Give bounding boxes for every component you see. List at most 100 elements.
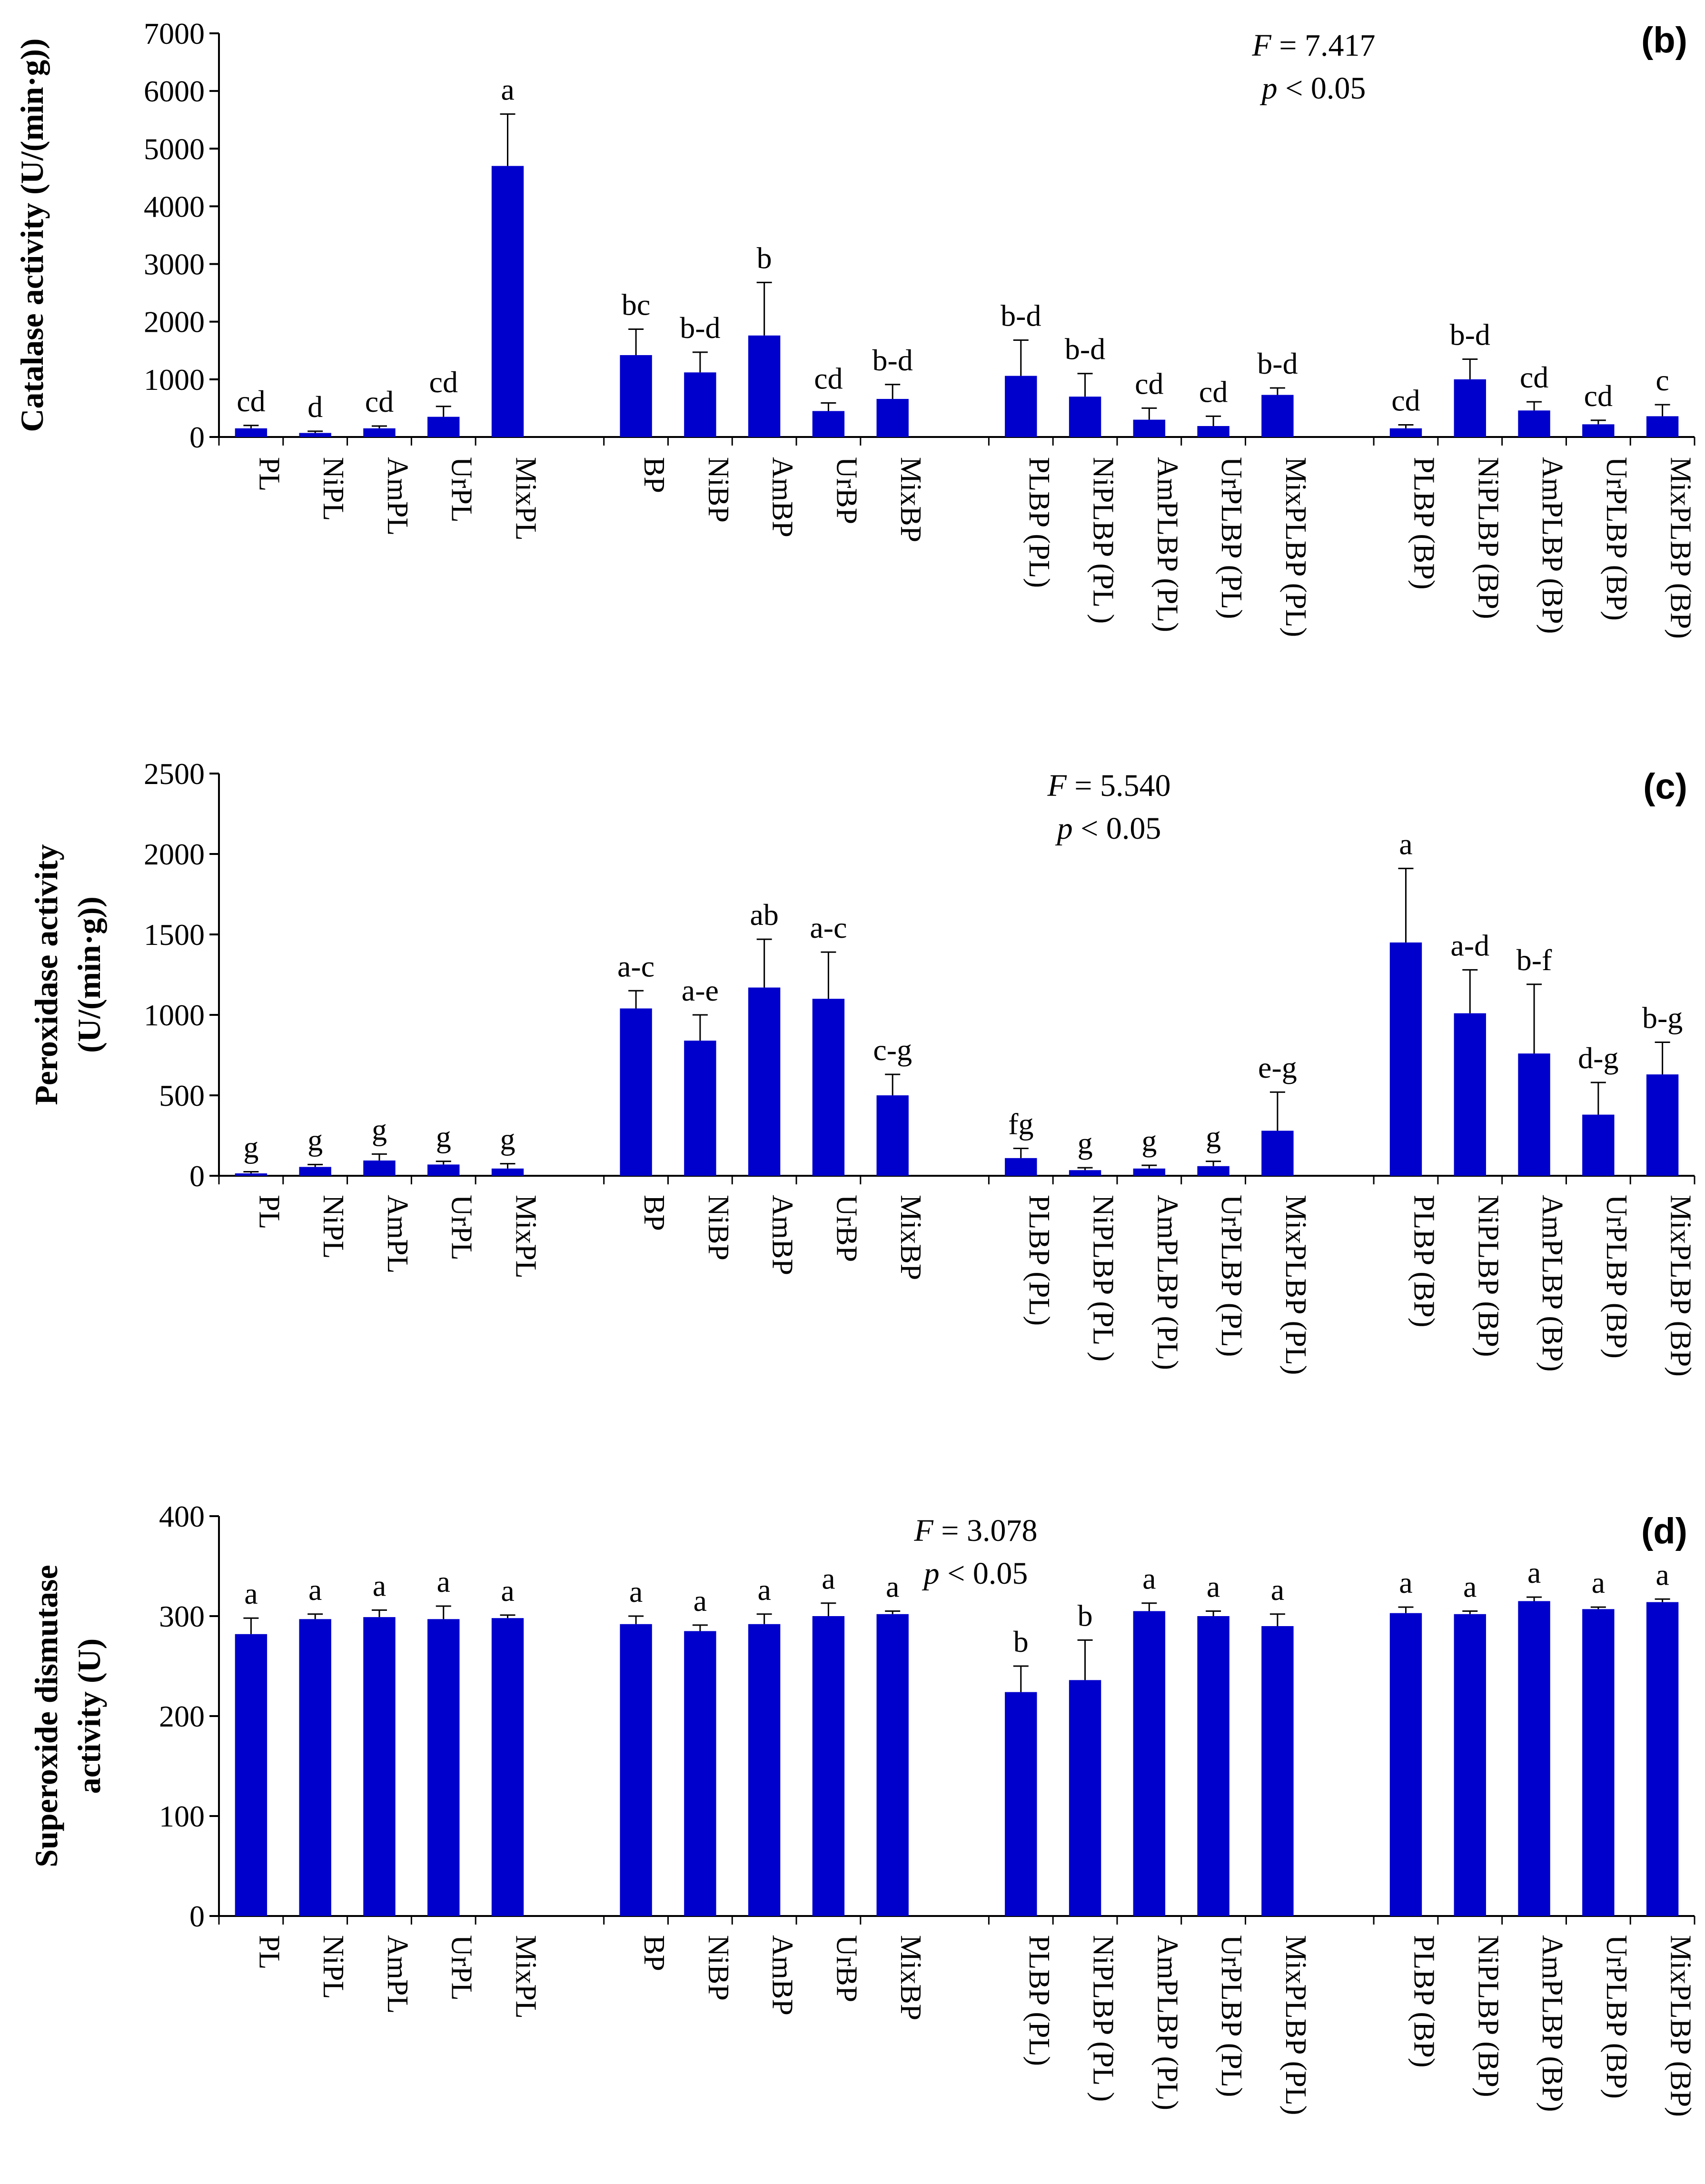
significance-letter: cd: [814, 362, 843, 396]
category-label: UrPLBP (PL): [1215, 1195, 1248, 1357]
category-label: AmPLBP (PL): [1151, 1195, 1183, 1370]
significance-letter: g: [307, 1123, 323, 1157]
y-axis-label: Peroxidase activity: [28, 844, 64, 1105]
category-label: UrPL: [446, 1195, 478, 1261]
significance-letter: a: [1399, 827, 1412, 861]
bar: [620, 355, 652, 437]
stats-value: = 7.417: [1271, 28, 1376, 63]
panel-label: (c): [1643, 766, 1687, 807]
significance-letter: g: [1141, 1124, 1157, 1158]
significance-letter: c: [1655, 363, 1669, 397]
category-label: MixPLBP (BP): [1665, 457, 1697, 639]
bar: [1133, 1168, 1166, 1176]
category-label: MixPLBP (PL): [1279, 457, 1312, 637]
bar: [1005, 376, 1037, 437]
stats-symbol: p: [1260, 71, 1278, 106]
category-label: AmBP: [766, 457, 799, 537]
significance-letter: a: [1527, 1556, 1541, 1589]
y-axis-label: Catalase activity (U/(min·g)): [14, 38, 50, 432]
bar: [427, 1164, 460, 1176]
y-tick-label: 1000: [144, 363, 205, 397]
significance-letter: a: [822, 1562, 835, 1596]
bar: [427, 1619, 460, 1916]
stats-annotation: F = 3.078: [913, 1513, 1037, 1548]
panel-label: (b): [1641, 20, 1687, 60]
bar: [876, 1614, 909, 1916]
significance-letter: ab: [750, 898, 778, 932]
significance-letter: a: [694, 1584, 707, 1618]
stats-value: = 5.540: [1067, 768, 1171, 803]
significance-letter: b-d: [1450, 318, 1490, 351]
bar: [299, 1619, 331, 1916]
significance-letter: b: [1013, 1625, 1029, 1658]
bar: [299, 433, 331, 437]
bar: [876, 1095, 909, 1176]
category-label: AmPL: [381, 1195, 414, 1273]
bar: [1389, 942, 1422, 1176]
y-tick-label: 300: [159, 1599, 205, 1633]
category-label: UrPL: [446, 457, 478, 523]
bar: [1518, 1053, 1550, 1176]
bar: [876, 399, 909, 437]
significance-letter: b: [757, 241, 772, 275]
category-label: AmPL: [381, 1935, 414, 2014]
category-label: BP: [638, 1195, 670, 1231]
bar: [1582, 1609, 1615, 1916]
category-label: NiPLBP (PL ): [1087, 1195, 1120, 1361]
chart-panel-b: 0 1000 2000 3000 4000 5000 6000 7000 Catalase ac…: [14, 17, 1697, 639]
category-label: NiPLBP (BP): [1472, 457, 1504, 619]
bar: [1454, 379, 1486, 437]
category-label: AmPLBP (BP): [1536, 457, 1568, 634]
stats-value: < 0.05: [1278, 71, 1366, 106]
significance-letter: a-c: [810, 911, 847, 944]
bar: [491, 1168, 524, 1176]
stats-annotation: F = 5.540: [1047, 768, 1170, 803]
category-label: NiPLBP (PL ): [1087, 457, 1120, 624]
y-tick-label: 2500: [144, 757, 205, 791]
bar: [812, 1616, 845, 1916]
significance-letter: a: [244, 1577, 258, 1610]
y-tick-label: 0: [189, 1159, 205, 1193]
bar: [1197, 1616, 1229, 1916]
stats-annotation: p < 0.05: [1260, 71, 1366, 106]
y-tick-label: 200: [159, 1699, 205, 1733]
bar: [1069, 397, 1101, 437]
bar: [235, 428, 268, 437]
bar: [1261, 1131, 1294, 1176]
significance-letter: a: [1592, 1566, 1605, 1599]
category-label: MixPL: [510, 457, 542, 541]
significance-letter: b-d: [1065, 332, 1105, 366]
significance-letter: a: [1399, 1566, 1412, 1599]
category-label: AmPLBP (BP): [1536, 1935, 1568, 2112]
bar: [1133, 419, 1166, 437]
significance-letter: cd: [1391, 384, 1420, 417]
category-label: MixPLBP (PL): [1279, 1195, 1312, 1375]
category-label: AmPL: [381, 457, 414, 536]
category-label: UrPLBP (BP): [1600, 1195, 1633, 1359]
stats-symbol: F: [913, 1513, 933, 1548]
bar: [491, 1618, 524, 1916]
bar: [684, 1041, 716, 1176]
significance-letter: b-d: [1257, 347, 1298, 380]
category-label: NiPLBP (PL ): [1087, 1935, 1120, 2102]
bar: [1646, 1074, 1679, 1176]
significance-letter: cd: [1135, 367, 1163, 400]
y-axis-label: Superoxide dismutase: [28, 1565, 64, 1867]
bar: [1518, 1601, 1550, 1916]
significance-letter: cd: [237, 384, 265, 418]
significance-letter: b: [1078, 1598, 1093, 1632]
bar: [1261, 1626, 1294, 1916]
bar: [684, 1631, 716, 1916]
category-label: MixPLBP (PL): [1279, 1935, 1312, 2115]
category-label: NiBP: [702, 1935, 734, 2001]
bar: [1069, 1170, 1101, 1176]
bar: [748, 987, 781, 1176]
significance-letter: a: [1142, 1562, 1156, 1596]
category-label: AmBP: [766, 1935, 799, 2015]
significance-letter: g: [500, 1122, 515, 1156]
bar: [1582, 1114, 1615, 1176]
category-label: UrBP: [830, 1195, 862, 1262]
category-label: MixPLBP (BP): [1665, 1195, 1697, 1377]
bar: [1389, 428, 1422, 437]
stats-symbol: F: [1251, 28, 1271, 63]
